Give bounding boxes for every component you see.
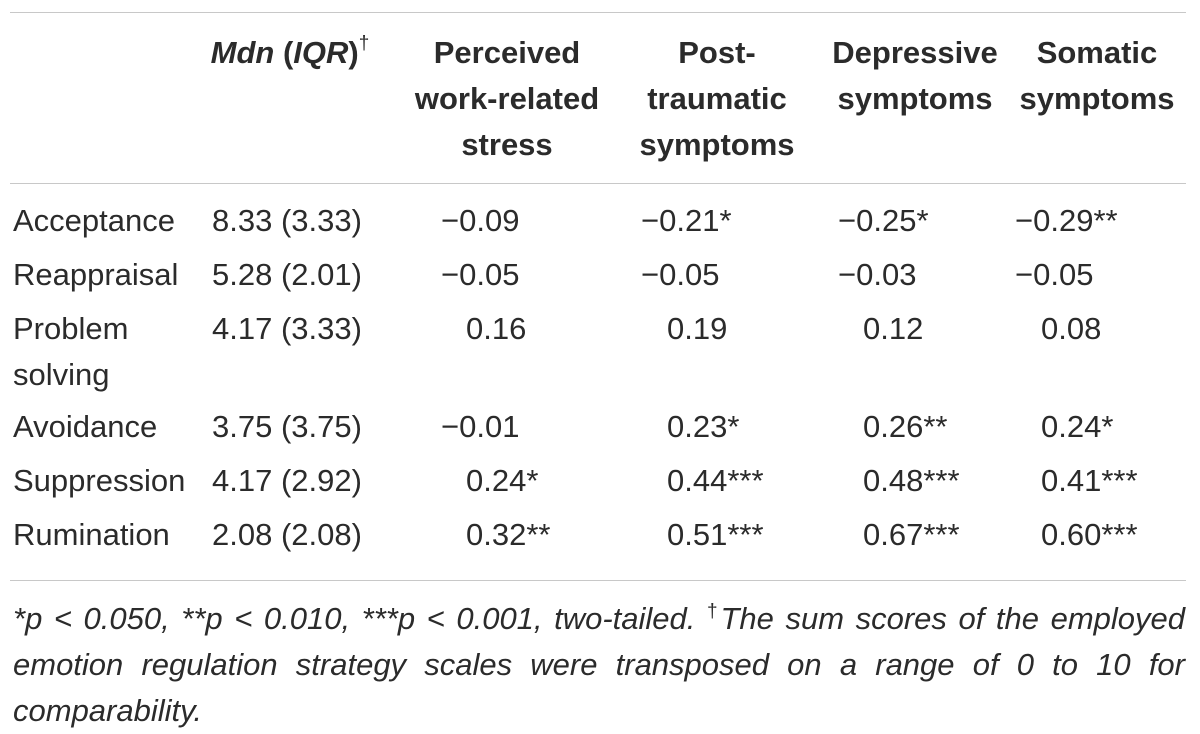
row-label: Avoidance xyxy=(13,409,158,444)
stress-value: 0.32** xyxy=(466,517,551,552)
depressive-value: 0.48*** xyxy=(863,463,960,498)
table-header: Mdn (IQR)† Perceived work-related stress… xyxy=(0,30,1200,170)
header-mdn-iqr: Mdn (IQR)† xyxy=(210,33,370,70)
depressive-value: 0.67*** xyxy=(863,517,960,552)
row-label: Acceptance xyxy=(13,203,175,238)
stress-value: 0.16 xyxy=(466,311,527,346)
ptsd-value: 0.51*** xyxy=(667,517,764,552)
stress-value: −0.05 xyxy=(441,257,520,292)
mdn-value: 5.28 (2.01) xyxy=(212,257,362,292)
stress-value: 0.24* xyxy=(466,463,539,498)
ptsd-value: 0.44*** xyxy=(667,463,764,498)
mdn-value: 4.17 (2.92) xyxy=(212,463,362,498)
row-label: Problem solving xyxy=(13,311,129,392)
footnote-significance: *p < 0.050, **p < 0.010, ***p < 0.001, t… xyxy=(13,601,707,636)
ptsd-value: 0.23* xyxy=(667,409,740,444)
table-row: Acceptance 8.33 (3.33) −0.09 −0.21* −0.2… xyxy=(0,198,1200,252)
depressive-value: −0.03 xyxy=(838,257,917,292)
table-row: Reappraisal 5.28 (2.01) −0.05 −0.05 −0.0… xyxy=(0,252,1200,306)
depressive-value: −0.25* xyxy=(838,203,929,238)
row-label: Reappraisal xyxy=(13,257,179,292)
table-row: Problem solving 4.17 (3.33) 0.16 0.19 0.… xyxy=(0,306,1200,404)
header-somatic: Somatic symptoms xyxy=(1019,35,1175,116)
header-rule xyxy=(10,183,1186,184)
header-perceived-stress: Perceived work-related stress xyxy=(414,35,600,162)
mdn-value: 8.33 (3.33) xyxy=(212,203,362,238)
table-row: Avoidance 3.75 (3.75) −0.01 0.23* 0.26**… xyxy=(0,404,1200,458)
depressive-value: 0.26** xyxy=(863,409,948,444)
depressive-value: 0.12 xyxy=(863,311,924,346)
ptsd-value: −0.21* xyxy=(641,203,732,238)
somatic-value: −0.29** xyxy=(1015,203,1118,238)
top-rule xyxy=(10,12,1186,13)
somatic-value: 0.41*** xyxy=(1041,463,1138,498)
ptsd-value: 0.19 xyxy=(667,311,728,346)
table-body: Acceptance 8.33 (3.33) −0.09 −0.21* −0.2… xyxy=(0,198,1200,566)
bottom-rule xyxy=(10,580,1186,581)
mdn-value: 4.17 (3.33) xyxy=(212,311,362,346)
somatic-value: 0.24* xyxy=(1041,409,1114,444)
somatic-value: 0.60*** xyxy=(1041,517,1138,552)
ptsd-value: −0.05 xyxy=(641,257,720,292)
stress-value: −0.09 xyxy=(441,203,520,238)
table-row: Rumination 2.08 (2.08) 0.32** 0.51*** 0.… xyxy=(0,512,1200,566)
row-label: Rumination xyxy=(13,517,170,552)
row-label: Suppression xyxy=(13,463,186,498)
table-row: Suppression 4.17 (2.92) 0.24* 0.44*** 0.… xyxy=(0,458,1200,512)
header-depressive: Depressive symptoms xyxy=(832,35,998,116)
table-footnote: *p < 0.050, **p < 0.010, ***p < 0.001, t… xyxy=(13,596,1185,734)
somatic-value: 0.08 xyxy=(1041,311,1102,346)
mdn-value: 3.75 (3.75) xyxy=(212,409,362,444)
mdn-value: 2.08 (2.08) xyxy=(212,517,362,552)
header-post-traumatic: Post- traumatic symptoms xyxy=(639,35,795,162)
footnote-dagger: † xyxy=(706,601,721,622)
somatic-value: −0.05 xyxy=(1015,257,1094,292)
footnote-note: The sum scores of the employed emotion r… xyxy=(13,601,1185,728)
stress-value: −0.01 xyxy=(441,409,520,444)
